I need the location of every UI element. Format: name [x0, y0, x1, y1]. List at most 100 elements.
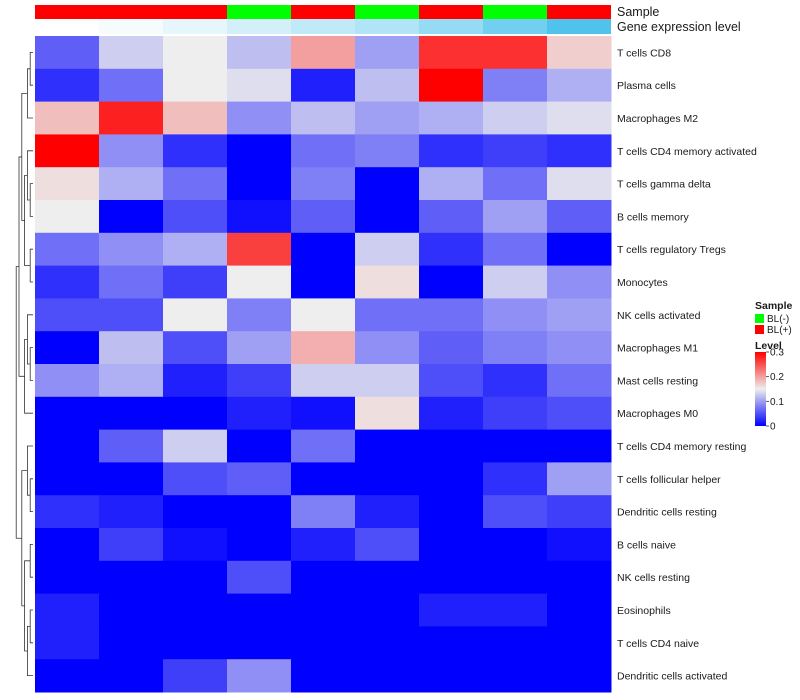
- heatmap-cell: [163, 659, 228, 693]
- heatmap-cell: [419, 232, 484, 267]
- heatmap-cell: [547, 495, 612, 529]
- expression-annotation-cell: [547, 19, 611, 34]
- legend-tick-label: 0.2: [770, 372, 784, 383]
- heatmap-cell: [483, 429, 548, 463]
- sample-annotation-cell: [547, 5, 611, 19]
- heatmap-cell: [163, 364, 228, 398]
- legend-tick-label: 0.3: [770, 348, 784, 359]
- heatmap-cell: [99, 134, 164, 168]
- heatmap-cell: [419, 36, 484, 70]
- heatmap-cell: [227, 68, 292, 103]
- legend-tick-label: 0: [770, 422, 776, 433]
- heatmap-cell: [483, 396, 548, 431]
- heatmap-cell: [227, 593, 292, 627]
- heatmap-cell: [291, 101, 356, 135]
- heatmap-cell: [291, 364, 356, 398]
- heatmap-cell: [35, 364, 100, 398]
- heatmap-cell: [547, 593, 612, 627]
- heatmap-cell: [483, 659, 548, 693]
- row-label: Dendritic cells activated: [617, 671, 727, 683]
- heatmap-cell: [35, 429, 100, 463]
- heatmap-cell: [483, 298, 548, 332]
- sample-annotation-cell: [99, 5, 163, 19]
- heatmap-cell: [35, 232, 100, 267]
- heatmap-cell: [419, 593, 484, 627]
- heatmap-cell: [419, 528, 484, 562]
- heatmap-cell: [419, 101, 484, 135]
- heatmap-cell: [547, 659, 612, 693]
- heatmap-cell: [483, 626, 548, 660]
- heatmap-cell: [35, 626, 100, 660]
- heatmap-cell: [355, 429, 420, 463]
- heatmap-cell: [227, 101, 292, 135]
- row-label: Macrophages M1: [617, 343, 698, 355]
- legend-sample-title: Sample: [755, 300, 793, 312]
- heatmap-cell: [227, 167, 292, 201]
- expression-annotation-cell: [419, 19, 483, 34]
- heatmap-cell: [355, 298, 420, 332]
- heatmap-cell: [419, 462, 484, 496]
- heatmap-cell: [547, 134, 612, 168]
- heatmap-cell: [227, 265, 292, 299]
- heatmap-cells: [35, 36, 612, 693]
- heatmap-cell: [163, 560, 228, 595]
- heatmap-cell: [547, 462, 612, 496]
- heatmap-cell: [163, 396, 228, 431]
- heatmap-cell: [35, 331, 100, 365]
- heatmap-cell: [483, 495, 548, 529]
- heatmap-cell: [355, 232, 420, 267]
- heatmap-cell: [227, 495, 292, 529]
- heatmap-cell: [547, 101, 612, 135]
- heatmap-cell: [35, 495, 100, 529]
- heatmap-cell: [35, 68, 100, 103]
- row-label: Macrophages M2: [617, 113, 698, 125]
- heatmap-cell: [547, 68, 612, 103]
- legend-tick-label: 0.1: [770, 397, 784, 408]
- heatmap-cell: [163, 495, 228, 529]
- row-label: T cells CD4 memory activated: [617, 146, 757, 158]
- sample-annotation-cell: [227, 5, 291, 19]
- expression-annotation-cell: [483, 19, 547, 34]
- dendrogram-branch: [15, 266, 22, 539]
- heatmap-cell: [227, 462, 292, 496]
- heatmap-cell: [163, 626, 228, 660]
- heatmap-cell: [483, 265, 548, 299]
- heatmap-cell: [355, 364, 420, 398]
- heatmap-cell: [291, 429, 356, 463]
- legend-swatch: [755, 325, 764, 334]
- heatmap-cell: [419, 265, 484, 299]
- row-label: T cells CD4 naive: [617, 638, 699, 650]
- heatmap-cell: [99, 429, 164, 463]
- heatmap-cell: [355, 593, 420, 627]
- heatmap-cell: [483, 560, 548, 595]
- heatmap-cell: [419, 298, 484, 332]
- heatmap-cell: [547, 298, 612, 332]
- heatmap-cell: [291, 462, 356, 496]
- heatmap-cell: [547, 396, 612, 431]
- row-label: NK cells resting: [617, 572, 690, 584]
- heatmap-cell: [227, 232, 292, 267]
- heatmap-cell: [355, 528, 420, 562]
- heatmap-cell: [419, 560, 484, 595]
- heatmap-cell: [227, 626, 292, 660]
- sample-annotation-cell: [291, 5, 355, 19]
- heatmap-cell: [419, 364, 484, 398]
- row-dendrogram: [15, 52, 33, 676]
- heatmap-cell: [547, 232, 612, 267]
- heatmap-cell: [291, 659, 356, 693]
- row-label: Monocytes: [617, 277, 668, 289]
- heatmap-cell: [99, 265, 164, 299]
- heatmap-cell: [355, 331, 420, 365]
- heatmap-cell: [227, 36, 292, 70]
- heatmap-cell: [35, 36, 100, 70]
- row-label: Plasma cells: [617, 80, 676, 92]
- dendrogram-branch: [29, 347, 33, 381]
- heatmap-cell: [483, 331, 548, 365]
- heatmap-cell: [483, 593, 548, 627]
- heatmap-cell: [419, 396, 484, 431]
- heatmap-cell: [227, 364, 292, 398]
- heatmap-cell: [547, 331, 612, 365]
- dendrogram-branch: [29, 183, 33, 217]
- heatmap-cell: [163, 593, 228, 627]
